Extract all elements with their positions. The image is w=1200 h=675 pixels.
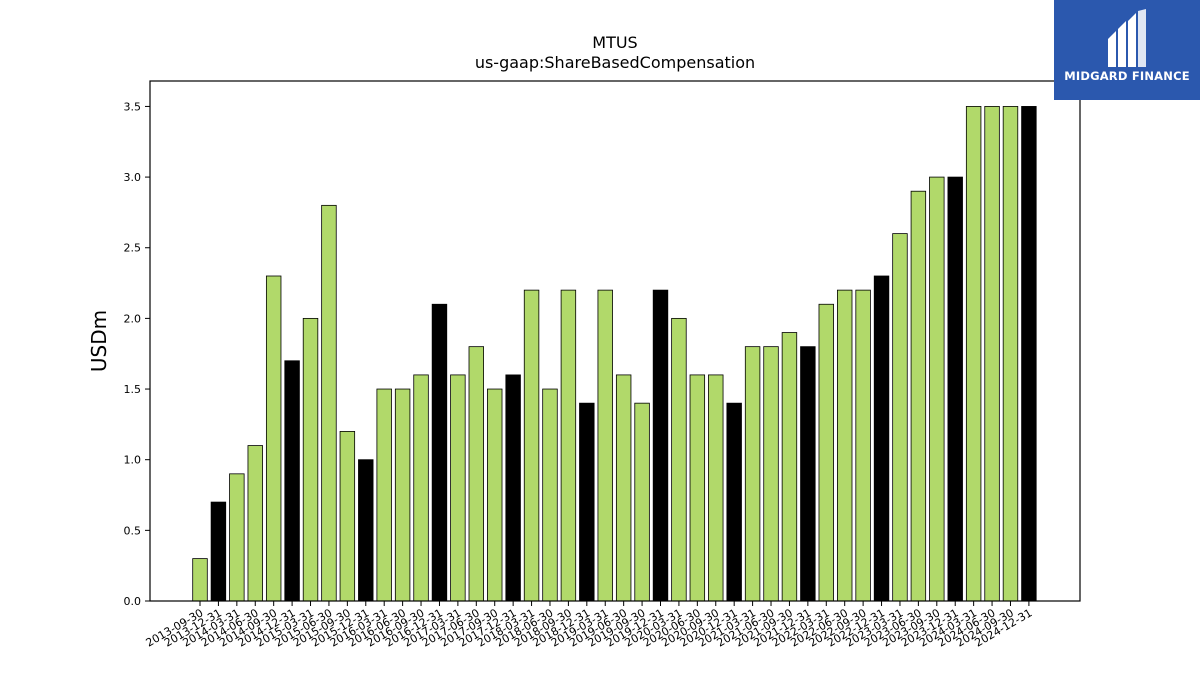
- bar-2021-03-31: [744, 346, 761, 602]
- bar-2024-03-31: [965, 106, 982, 602]
- bar-2015-03-31: [302, 317, 319, 602]
- bar-2014-06-30: [247, 445, 263, 602]
- bar-2019-12-31: [652, 289, 669, 602]
- bar-2022-09-30: [855, 289, 871, 602]
- bar-2019-03-31: [597, 289, 613, 602]
- bar-2016-06-30: [394, 388, 411, 602]
- bar-2020-06-30: [689, 374, 706, 602]
- x-axis-ticks: 2013-09-302013-12-312014-03-312014-06-30…: [144, 601, 1034, 650]
- bar-2022-06-30: [837, 289, 853, 602]
- bar-2023-12-31: [947, 176, 963, 602]
- bar-2016-03-31: [376, 388, 392, 602]
- y-tick-label: 0.5: [124, 524, 142, 537]
- bar-2021-06-30: [763, 346, 779, 602]
- bar-2016-09-30: [413, 374, 429, 602]
- y-tick-label: 3.0: [124, 171, 142, 184]
- bar-2015-09-30: [339, 431, 356, 602]
- bar-2018-03-31: [523, 289, 540, 602]
- bar-2018-12-31: [579, 402, 595, 602]
- bar-2015-06-30: [321, 204, 337, 602]
- bar-2020-09-30: [708, 374, 724, 602]
- bar-2014-09-30: [265, 275, 282, 602]
- bar-2022-12-31: [873, 275, 890, 602]
- bar-2017-09-30: [487, 388, 503, 602]
- bar-2016-12-31: [431, 303, 448, 602]
- y-axis-ticks: 0.0 0.5 1.0 1.5 2.0 2.5 3.0 3.5: [124, 100, 150, 608]
- y-tick-label: 3.5: [124, 100, 142, 113]
- bar-2021-12-31: [800, 346, 816, 602]
- logo-text: MIDGARD FINANCE: [1064, 69, 1190, 83]
- bar-2017-12-31: [505, 374, 521, 602]
- bar-2022-03-31: [818, 303, 834, 602]
- bar-2014-03-31: [229, 473, 245, 602]
- midgard-logo-icon: [1108, 9, 1146, 67]
- bar-2020-03-31: [671, 317, 687, 602]
- bar-2018-06-30: [542, 388, 558, 602]
- bar-2023-03-31: [892, 233, 908, 602]
- bar-2021-09-30: [781, 332, 798, 602]
- bars-group: [192, 106, 1037, 602]
- bar-2018-09-30: [560, 289, 577, 602]
- y-tick-label: 0.0: [124, 595, 142, 608]
- bar-2024-09-30: [1002, 106, 1019, 602]
- bar-2013-12-31: [210, 501, 227, 602]
- bar-2013-09-30: [192, 558, 208, 602]
- chart-subtitle: us-gaap:ShareBasedCompensation: [475, 53, 755, 72]
- bar-2024-06-30: [984, 106, 1000, 602]
- y-axis-label: USDm: [87, 310, 111, 372]
- y-tick-label: 1.5: [124, 383, 142, 396]
- y-tick-label: 2.5: [124, 242, 142, 255]
- bar-2019-06-30: [615, 374, 632, 602]
- y-tick-label: 1.0: [124, 454, 142, 467]
- bar-2014-12-31: [284, 360, 300, 602]
- y-tick-label: 2.0: [124, 312, 142, 325]
- bar-2023-06-30: [910, 190, 927, 602]
- bar-2023-09-30: [929, 176, 945, 602]
- midgard-finance-logo: MIDGARD FINANCE: [1054, 0, 1200, 100]
- bar-2015-12-31: [358, 459, 374, 602]
- bar-2017-06-30: [468, 346, 485, 602]
- bar-2020-12-31: [726, 402, 742, 602]
- bar-2024-12-31: [1021, 106, 1037, 602]
- plot-frame: [149, 80, 1081, 602]
- chart-title: MTUS: [592, 33, 637, 52]
- bar-2019-09-30: [634, 402, 650, 602]
- bar-2017-03-31: [450, 374, 466, 602]
